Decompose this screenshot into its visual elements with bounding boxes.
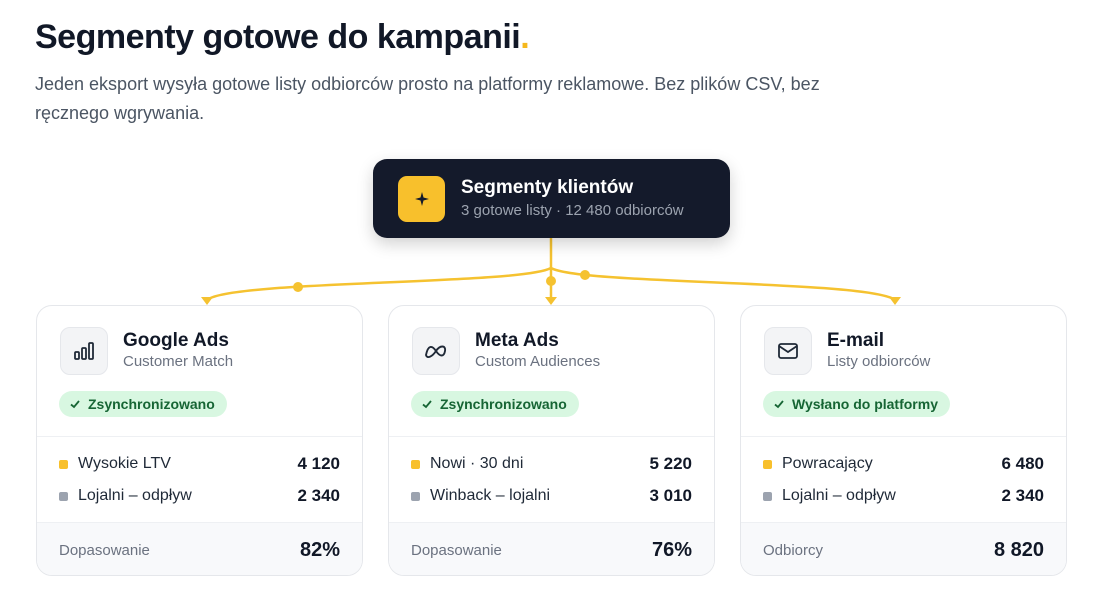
- card-footer: Dopasowanie 82%: [37, 522, 362, 575]
- segment-value: 2 340: [297, 486, 340, 505]
- segment-dot: [59, 491, 68, 501]
- segment-label: Wysokie LTV: [78, 455, 171, 472]
- subtitle: Jeden eksport wysyła gotowe listy odbior…: [35, 74, 820, 123]
- segment-row: Lojalni – odpływ 2 340: [59, 486, 340, 506]
- card-footer: Dopasowanie 76%: [389, 522, 714, 575]
- segment-dot: [763, 491, 772, 501]
- hub-title: Segmenty klientów: [461, 177, 634, 198]
- status-badge: Wysłano do platformy: [763, 391, 950, 417]
- footer-value: 8 820: [993, 538, 1044, 561]
- hub-icon: [398, 176, 445, 222]
- title: Segmenty gotowe do kampanii.: [35, 18, 530, 57]
- segment-value: 5 220: [649, 454, 692, 473]
- hub-subtitle: 3 gotowe listy · 12 480 odbiorców: [461, 202, 684, 219]
- segment-dot: [59, 459, 68, 469]
- segment-row: Lojalni – odpływ 2 340: [763, 486, 1044, 506]
- platform-subtitle: Custom Audiences: [475, 353, 601, 370]
- segment-dot: [411, 459, 420, 469]
- segment-dot: [411, 491, 420, 501]
- platform-card: Google Ads Customer Match Zsynchronizowa…: [36, 305, 363, 576]
- status-badge: Zsynchronizowano: [411, 391, 579, 417]
- badge-text: Wysłano do platformy: [792, 396, 938, 412]
- footer-label: Dopasowanie: [411, 541, 502, 559]
- badge-text: Zsynchronizowano: [440, 396, 567, 412]
- segment-value: 4 120: [297, 454, 340, 473]
- hub: Segmenty klientów 3 gotowe listy · 12 48…: [373, 159, 730, 238]
- platform-icon: [60, 327, 108, 375]
- title-accent: .: [520, 18, 530, 56]
- segment-value: 6 480: [1001, 454, 1044, 473]
- footer-value: 82%: [299, 538, 340, 561]
- divider: [741, 436, 1066, 437]
- segment-label: Nowi · 30 dni: [430, 455, 524, 472]
- title-text: Segmenty gotowe do kampanii: [35, 18, 521, 56]
- platform-name: Meta Ads: [475, 330, 559, 351]
- segment-value: 2 340: [1001, 486, 1044, 505]
- segment-label: Winback – lojalni: [430, 487, 551, 504]
- divider: [37, 436, 362, 437]
- segment-label: Lojalni – odpływ: [78, 487, 192, 504]
- card-footer: Odbiorcy 8 820: [741, 522, 1066, 575]
- footer-value: 76%: [651, 538, 692, 561]
- divider: [389, 436, 714, 437]
- footer-label: Odbiorcy: [763, 541, 824, 559]
- segment-row: Wysokie LTV 4 120: [59, 454, 340, 474]
- segment-row: Winback – lojalni 3 010: [411, 486, 692, 506]
- segment-label: Powracający: [782, 455, 873, 472]
- platform-card: E-mail Listy odbiorców Wysłano do platfo…: [740, 305, 1067, 576]
- segment-dot: [763, 459, 772, 469]
- segment-label: Lojalni – odpływ: [782, 487, 896, 504]
- platform-icon: [764, 327, 812, 375]
- platform-icon: [412, 327, 460, 375]
- platform-name: E-mail: [827, 330, 885, 351]
- footer-label: Dopasowanie: [59, 541, 150, 559]
- segment-row: Powracający 6 480: [763, 454, 1044, 474]
- status-badge: Zsynchronizowano: [59, 391, 227, 417]
- segment-value: 3 010: [649, 486, 692, 505]
- badge-text: Zsynchronizowano: [88, 396, 215, 412]
- platform-subtitle: Customer Match: [123, 353, 234, 370]
- segment-row: Nowi · 30 dni 5 220: [411, 454, 692, 474]
- platform-name: Google Ads: [123, 330, 229, 351]
- platform-card: Meta Ads Custom Audiences Zsynchronizowa…: [388, 305, 715, 576]
- platform-subtitle: Listy odbiorców: [827, 353, 931, 370]
